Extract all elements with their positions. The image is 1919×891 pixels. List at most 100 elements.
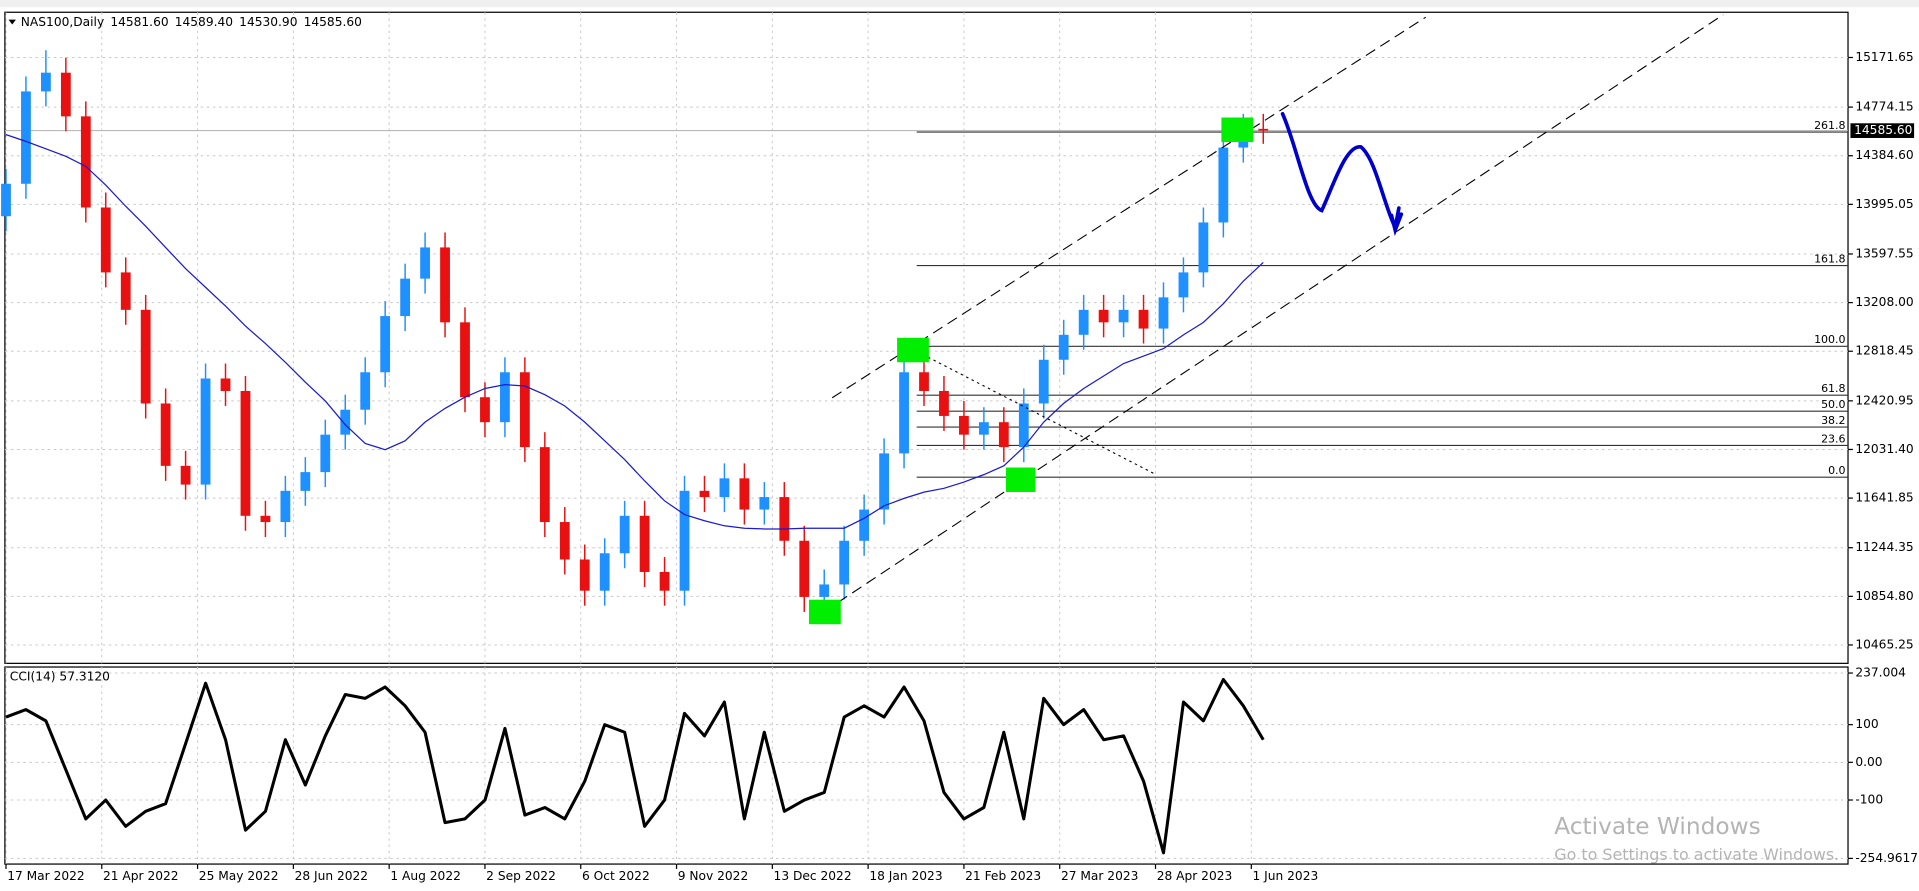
candle-body <box>519 372 530 448</box>
y-tick-label: 12818.45 <box>1855 344 1913 358</box>
candle-body <box>1178 272 1189 298</box>
header-price: 14589.40 <box>175 15 233 29</box>
x-tick-label: 17 Mar 2022 <box>7 869 84 883</box>
y-tick-label: 10465.25 <box>1855 637 1913 651</box>
candle-body <box>280 490 291 523</box>
candle-body <box>320 434 331 473</box>
candle-body <box>300 472 311 491</box>
candle-body <box>739 478 750 510</box>
candle-body <box>160 403 171 466</box>
pivot-box <box>808 599 841 625</box>
forecast-path <box>1280 112 1404 237</box>
candle-body <box>699 490 710 498</box>
candle-body <box>41 72 51 92</box>
candle-body <box>1058 334 1069 360</box>
y-tick-label: 12420.95 <box>1855 393 1913 407</box>
candle-body <box>240 390 251 516</box>
candle-body <box>899 372 909 454</box>
x-tick-label: 2 Sep 2022 <box>486 869 556 883</box>
y-tick-label: 14384.60 <box>1855 148 1913 162</box>
candle-body <box>939 390 949 416</box>
candle-body <box>360 372 371 410</box>
candle-body <box>380 316 391 373</box>
candle-body <box>978 422 989 435</box>
candle-body <box>679 490 690 591</box>
channel-lower <box>823 14 1724 613</box>
candle-body <box>60 72 71 117</box>
candle-body <box>420 247 430 279</box>
x-tick-label: 6 Oct 2022 <box>582 869 650 883</box>
candle-body <box>859 509 870 541</box>
x-tick-label: 1 Aug 2022 <box>390 869 461 883</box>
candle-body <box>1038 359 1049 404</box>
y-tick-label: 11244.35 <box>1855 540 1913 554</box>
candle-body <box>659 571 670 591</box>
candle-body <box>180 465 191 485</box>
y-tick-label: 0.00 <box>1855 755 1882 769</box>
candle-body <box>80 116 91 208</box>
candle-body <box>579 559 590 591</box>
candle-body <box>1258 128 1269 131</box>
candle-body <box>539 447 550 523</box>
symbol: NAS100,Daily <box>21 15 104 29</box>
candle-body <box>340 409 351 435</box>
candle-body <box>1078 309 1089 335</box>
candle-body <box>779 497 790 541</box>
chart-header: NAS100,Daily 14581.60 14589.40 14530.90 1458… <box>21 15 362 29</box>
candle-body <box>1018 403 1029 448</box>
candle-body <box>220 378 231 391</box>
header-price: 14581.60 <box>110 15 168 29</box>
fib-label: 23.6 <box>1821 432 1846 445</box>
candle-body <box>1198 222 1209 273</box>
fib-label: 38.2 <box>1821 414 1846 427</box>
x-tick-label: 21 Feb 2023 <box>965 869 1041 883</box>
candle-body <box>120 272 131 310</box>
candle-body <box>1158 297 1169 329</box>
y-tick-label: 13995.05 <box>1855 197 1913 211</box>
cci-line <box>5 677 1265 855</box>
y-tick-label: 13208.00 <box>1855 295 1913 309</box>
last-price-box <box>1850 123 1915 138</box>
candle-body <box>1138 309 1149 329</box>
candle-body <box>919 372 929 391</box>
candle-body <box>1118 309 1129 323</box>
y-tick-label: 237.004 <box>1855 666 1906 680</box>
y-tick-label: 10854.80 <box>1855 589 1913 603</box>
candle-body <box>460 322 470 398</box>
pivot-box <box>1006 467 1036 493</box>
y-tick-label: 100 <box>1855 717 1878 731</box>
y-tick-label: 15171.65 <box>1855 50 1913 64</box>
candle-body <box>559 522 570 560</box>
y-tick-label: 11641.85 <box>1855 491 1913 505</box>
candle-body <box>21 91 31 184</box>
candle-body <box>500 372 510 423</box>
pivot-box <box>1221 117 1254 142</box>
candle-body <box>599 553 610 591</box>
candle-body <box>200 378 211 485</box>
x-tick-label: 13 Dec 2022 <box>774 869 852 883</box>
x-tick-label: 9 Nov 2022 <box>678 869 749 883</box>
cci-title: CCI(14) 57.3120 <box>10 669 110 683</box>
header-price: 14585.60 <box>304 15 362 29</box>
y-tick-label: 14774.15 <box>1855 100 1913 114</box>
candle-body <box>1 183 11 217</box>
candle-body <box>879 453 889 510</box>
x-tick-label: 1 Jun 2023 <box>1253 869 1319 883</box>
fib-label: 50.0 <box>1821 398 1846 411</box>
fib-label: 100.0 <box>1814 333 1846 346</box>
x-tick-label: 18 Jan 2023 <box>869 869 942 883</box>
candle-body <box>100 207 111 273</box>
candle-body <box>400 278 411 317</box>
y-tick-label: 13597.55 <box>1855 246 1913 260</box>
candle-body <box>639 515 650 572</box>
candle-body <box>1218 147 1229 223</box>
candle-body <box>619 515 630 554</box>
pivot-box <box>897 337 929 363</box>
fib-label: 0.0 <box>1828 464 1845 477</box>
toolbar-strip <box>0 0 1919 8</box>
x-tick-label: 28 Jun 2022 <box>295 869 369 883</box>
x-tick-label: 21 Apr 2022 <box>103 869 179 883</box>
candle-body <box>440 247 450 323</box>
fib-label: 261.8 <box>1814 119 1846 132</box>
